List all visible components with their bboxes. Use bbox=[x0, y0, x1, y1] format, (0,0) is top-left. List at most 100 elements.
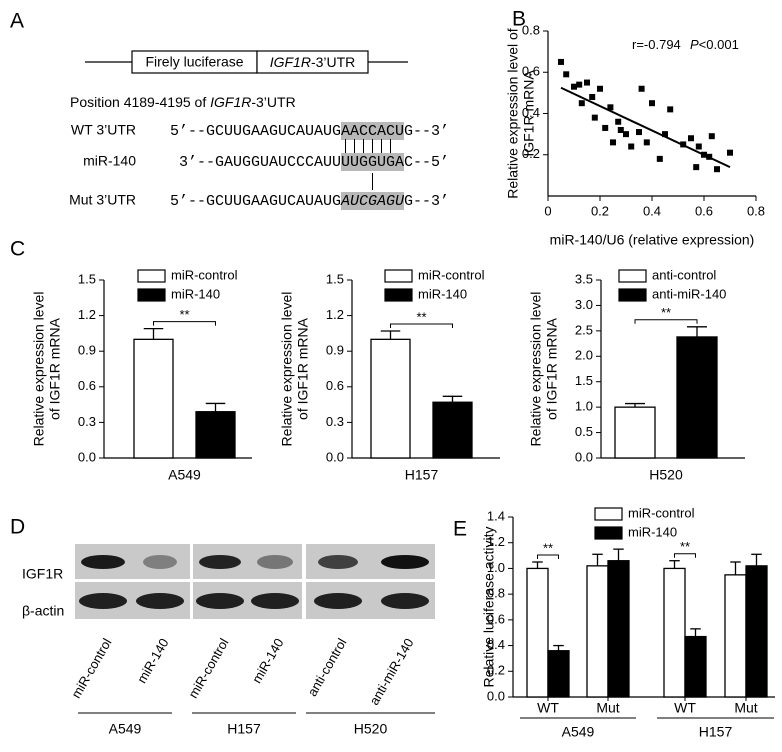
y-tick-label: 1.4 bbox=[487, 508, 505, 523]
gene-name: IGF1R bbox=[270, 54, 311, 70]
group-label: H157 bbox=[699, 724, 733, 740]
legend-swatch bbox=[594, 507, 623, 521]
group-label: H157 bbox=[227, 721, 261, 737]
point bbox=[693, 164, 700, 171]
bar bbox=[684, 635, 707, 698]
y-tick-label: 0.9 bbox=[78, 343, 96, 358]
x-tick-label: 0.6 bbox=[695, 203, 713, 218]
y-tick-label: 0.6 bbox=[487, 611, 505, 626]
significance-label: ** bbox=[661, 305, 671, 320]
x-tick-label: 0.8 bbox=[747, 203, 765, 218]
significance-bracket bbox=[674, 553, 696, 558]
sequence-5: 5’--GCUUGAAGUCAUAUG bbox=[170, 193, 341, 210]
point bbox=[578, 100, 585, 107]
point bbox=[667, 106, 674, 113]
significance-label: ** bbox=[543, 540, 553, 555]
band bbox=[257, 555, 293, 569]
bar bbox=[547, 650, 570, 698]
legend-swatch bbox=[618, 269, 647, 283]
y-axis-label: Relative expression level bbox=[279, 292, 295, 447]
row-name: miR-140 bbox=[83, 153, 136, 169]
y-tick-label: 0.2 bbox=[487, 663, 505, 678]
fit-line bbox=[560, 86, 731, 169]
point bbox=[708, 133, 715, 140]
bar bbox=[614, 406, 656, 459]
y-tick-label: 1.2 bbox=[487, 534, 505, 549]
y-tick-label: 1.0 bbox=[487, 560, 505, 575]
y-tick-label: 0.0 bbox=[78, 449, 96, 464]
bar bbox=[370, 338, 411, 459]
y-axis-label: of IGF1R mRNA bbox=[295, 317, 311, 420]
point bbox=[623, 131, 629, 138]
legend-label: anti-miR-140 bbox=[652, 286, 726, 301]
group-label: H520 bbox=[354, 721, 388, 737]
sequence-5: 3’--GAUGGUAUCCCAUU bbox=[179, 154, 341, 171]
point bbox=[643, 139, 650, 146]
bar bbox=[607, 560, 630, 698]
y-tick-label: 0.9 bbox=[326, 343, 344, 358]
point bbox=[649, 100, 655, 107]
point bbox=[589, 94, 596, 100]
y-tick-label: 0.5 bbox=[575, 424, 593, 439]
significance-bracket bbox=[390, 323, 453, 329]
y-tick-label: 1.2 bbox=[326, 307, 344, 322]
site-highlight bbox=[341, 122, 404, 140]
panel-label: C bbox=[10, 238, 25, 261]
legend-swatch bbox=[137, 288, 166, 302]
bar bbox=[586, 565, 609, 698]
point bbox=[576, 81, 583, 88]
point bbox=[617, 127, 624, 133]
seed-site: UUGGUGA bbox=[341, 154, 404, 171]
y-tick-label: 1.2 bbox=[78, 307, 96, 322]
y-tick-label: 3.0 bbox=[575, 297, 593, 312]
y-tick-label: 0.6 bbox=[326, 378, 344, 393]
y-axis-label: Relative expression level bbox=[528, 292, 544, 447]
site-highlight bbox=[341, 192, 404, 210]
sequence-3: G--3’ bbox=[404, 193, 449, 210]
point bbox=[602, 124, 609, 131]
point bbox=[591, 114, 598, 121]
sequence-3: C--5’ bbox=[404, 154, 449, 171]
group-label: A549 bbox=[109, 721, 142, 737]
band bbox=[314, 593, 362, 609]
point bbox=[688, 135, 694, 142]
point bbox=[563, 71, 570, 78]
p-symbol: P bbox=[690, 37, 699, 52]
band bbox=[381, 593, 429, 609]
point bbox=[695, 143, 702, 150]
point bbox=[597, 85, 603, 92]
r-value: r=-0.794 bbox=[632, 37, 681, 52]
x-tick-label: WT bbox=[537, 700, 559, 716]
x-tick-label: 0.4 bbox=[643, 203, 661, 218]
y-tick-label: 0.6 bbox=[522, 64, 540, 79]
bar bbox=[133, 338, 174, 459]
utr-suffix: -3’UTR bbox=[251, 94, 295, 110]
bar bbox=[676, 336, 718, 459]
utr-suffix: -3’UTR bbox=[311, 54, 355, 70]
y-tick-label: 0.3 bbox=[78, 414, 96, 429]
row-name: WT 3’UTR bbox=[71, 122, 136, 138]
x-tick-label: 0 bbox=[544, 203, 551, 218]
significance-label: ** bbox=[680, 539, 690, 554]
x-tick-label: Mut bbox=[596, 700, 619, 716]
panel-label: A bbox=[10, 10, 24, 33]
point bbox=[662, 131, 668, 138]
row-name: Mut 3’UTR bbox=[69, 192, 136, 208]
band bbox=[199, 555, 241, 569]
significance-bracket bbox=[634, 319, 698, 324]
legend-swatch bbox=[594, 526, 623, 540]
y-tick-label: 1.5 bbox=[575, 373, 593, 388]
y-tick-label: 1.0 bbox=[575, 399, 593, 414]
seed-site: AACCACU bbox=[341, 123, 404, 140]
legend-label: miR-control bbox=[628, 505, 695, 520]
position-text: Position 4189-4195 of IGF1R-3’UTR bbox=[70, 94, 296, 110]
utr-box bbox=[256, 50, 369, 74]
x-tick-label: Mut bbox=[734, 700, 757, 716]
x-tick-label: H157 bbox=[405, 467, 439, 483]
bar bbox=[195, 411, 236, 459]
lane-label: miR-140 bbox=[249, 636, 287, 686]
annotation: P<0.001 bbox=[690, 37, 739, 52]
group-label: A549 bbox=[562, 724, 595, 740]
point bbox=[584, 79, 590, 86]
